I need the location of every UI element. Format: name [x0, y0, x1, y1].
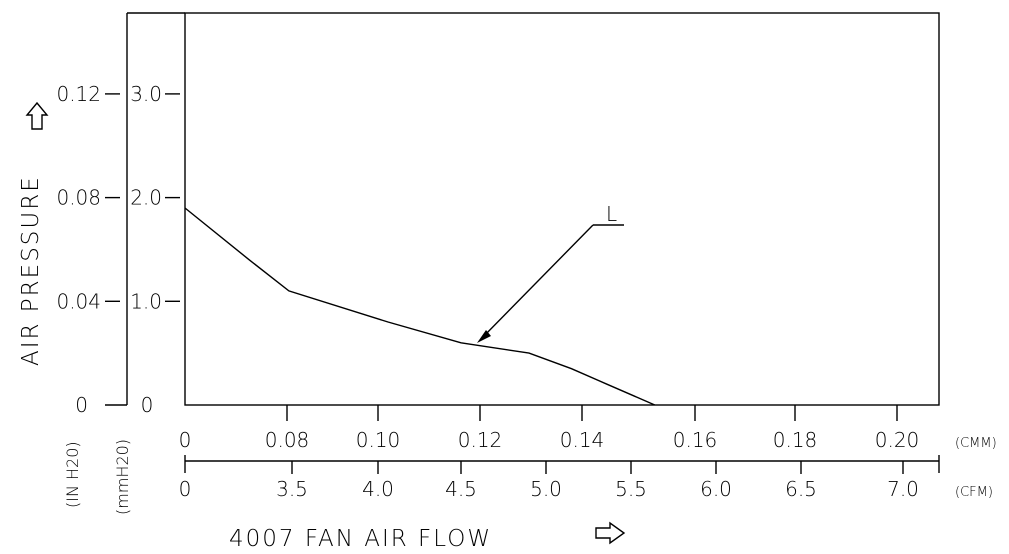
y-tick-label-mmh2o: 2.0 — [130, 186, 162, 210]
x-unit-cmm: (CMM) — [955, 436, 997, 451]
x-tick-label-cfm: 5.0 — [530, 477, 562, 501]
y-tick-label-inh2o: 0 — [75, 393, 88, 417]
x-tick-label-cmm: 0.14 — [560, 428, 605, 452]
x-tick-label-cmm: 0 — [179, 428, 192, 452]
x-tick-label-cfm: 4.0 — [362, 477, 394, 501]
y-unit-mmh2o: (mmH20) — [113, 439, 132, 515]
y-axis-title-arrow-icon — [25, 101, 49, 130]
series-label-leader-line — [480, 224, 594, 340]
x-tick-label-cfm: 4.5 — [445, 477, 477, 501]
y-unit-inh2o: (IN H20) — [63, 441, 82, 508]
x-unit-cfm: (CFM) — [955, 485, 993, 500]
x-tick-label-cmm: 0.18 — [773, 428, 818, 452]
x-tick-label-cmm: 0.10 — [356, 428, 401, 452]
series-label-l: L — [606, 202, 617, 226]
x-tick-label-cmm: 0.16 — [673, 428, 718, 452]
y-tick-label-inh2o: 0.08 — [56, 186, 101, 210]
y-axis-ticks: 0 0 0.04 1.0 0.08 2.0 0.12 3.0 — [56, 82, 180, 417]
x-tick-label-cfm: 5.5 — [615, 477, 647, 501]
y-tick-label-mmh2o: 1.0 — [130, 289, 162, 313]
y-axis-title: AIR PRESSURE — [18, 175, 44, 366]
x-tick-label-cmm: 0.12 — [458, 428, 503, 452]
series-label-arrowhead — [477, 330, 491, 343]
x-tick-label-cfm: 7.0 — [887, 477, 919, 501]
y-tick-label-inh2o: 0.12 — [56, 82, 101, 106]
x-tick-label-cfm: 6.5 — [785, 477, 817, 501]
y-tick-label-mmh2o: 0 — [141, 393, 154, 417]
x-tick-label-cmm: 0.08 — [265, 428, 310, 452]
x-tick-label-cmm: 0.20 — [875, 428, 920, 452]
x-axis-title-arrow-icon — [595, 521, 626, 545]
y-tick-label-inh2o: 0.04 — [56, 289, 101, 313]
x-tick-label-cfm: 6.0 — [700, 477, 732, 501]
y-tick-label-mmh2o: 3.0 — [130, 82, 162, 106]
x-axis-ticks: 0 0.08 0.10 0.12 0.14 0.16 0.18 0.20 0 3.5 4.0 4.5 5… — [179, 405, 920, 501]
plot-frame — [184, 12, 940, 406]
x-axis-title: 4007 FAN AIR FLOW — [229, 526, 492, 552]
x-tick-label-cfm: 3.5 — [276, 477, 308, 501]
series-line-l — [184, 207, 656, 406]
x-tick-label-cfm: 0 — [179, 477, 192, 501]
